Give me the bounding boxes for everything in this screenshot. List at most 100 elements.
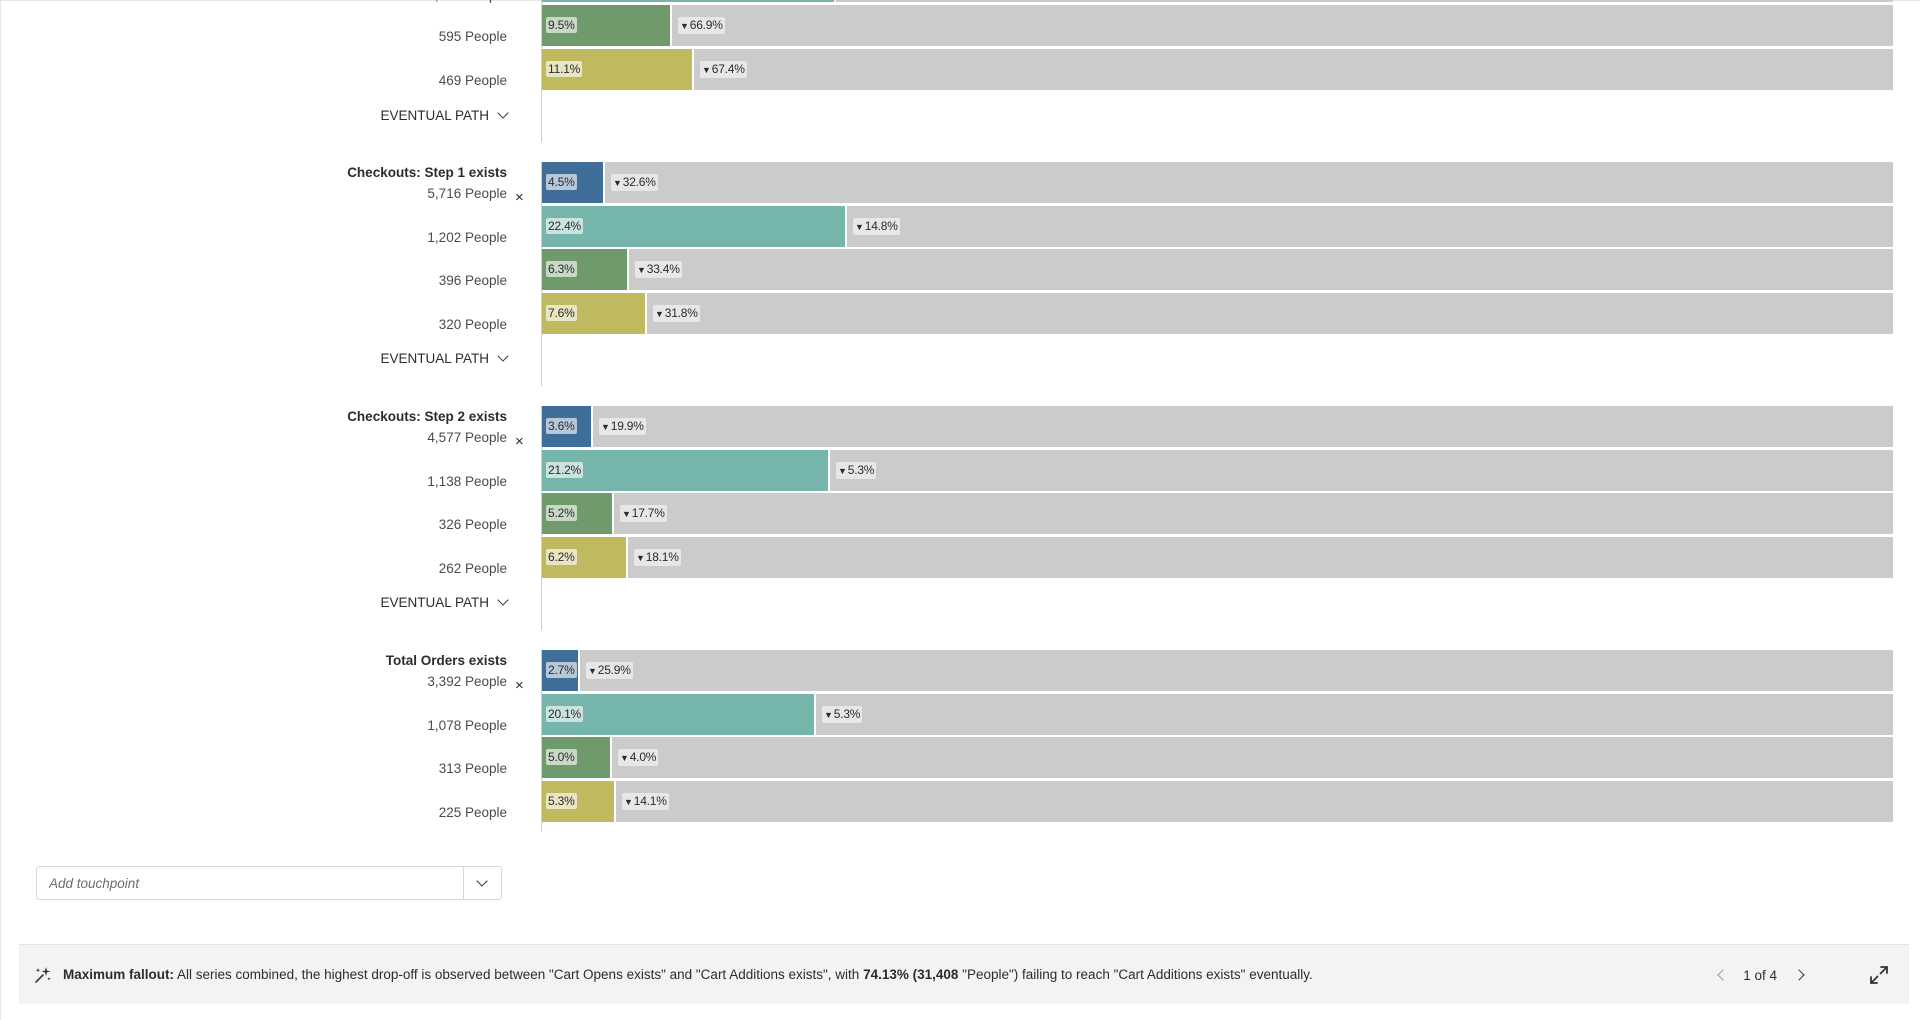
people-count-label: 225 People — [438, 804, 507, 820]
partial-bar-remainder — [836, 0, 1893, 2]
fallout-bar-track: 11.1% ▼67.4% — [542, 48, 1893, 90]
chevron-down-icon — [497, 107, 509, 119]
axis-line — [541, 650, 542, 832]
insight-bar: Maximum fallout: All series combined, th… — [19, 944, 1909, 1004]
touchpoint-title: Total Orders exists — [385, 653, 507, 668]
next-insight-button[interactable] — [1791, 965, 1811, 985]
bar-separator — [591, 406, 593, 447]
touchpoint-title: Checkouts: Step 1 exists — [347, 165, 507, 180]
drop-triangle-icon: ▼ — [824, 709, 833, 720]
add-touchpoint-input[interactable] — [37, 867, 465, 899]
fallout-bar[interactable]: 11.1% — [542, 48, 692, 90]
fallout-bar-track: 7.6% ▼31.8% — [542, 292, 1893, 334]
dropoff-label: ▼14.8% — [853, 217, 900, 235]
drop-triangle-icon: ▼ — [702, 64, 711, 75]
fallout-chart: 4,704 People9.5%▼66.9%595 People11.1%▼67… — [1, 0, 1920, 840]
fallout-bar-track: 2.7% ▼25.9% — [542, 650, 1893, 691]
partial-bar-fill — [542, 0, 834, 2]
fallout-bar[interactable]: 9.5% — [542, 5, 670, 46]
bar-separator — [614, 780, 616, 822]
drop-triangle-icon: ▼ — [680, 21, 689, 31]
bar-separator — [845, 205, 847, 247]
insight-text-part-1: All series combined, the highest drop-of… — [177, 967, 860, 982]
drop-triangle-icon: ▼ — [613, 178, 622, 188]
bar-separator — [670, 5, 672, 46]
expand-icon[interactable] — [1867, 963, 1891, 987]
fallout-bar-track: 9.5% ▼66.9% — [542, 5, 1893, 46]
bar-percent-label: 5.3% — [546, 792, 577, 809]
bar-separator — [692, 48, 694, 90]
dropoff-label: ▼18.1% — [634, 548, 681, 566]
eventual-path-toggle[interactable]: EVENTUAL PATH — [47, 107, 509, 123]
fallout-bar-track: 3.6% ▼19.9% — [542, 406, 1893, 447]
dropoff-label: ▼14.1% — [622, 792, 669, 810]
remove-touchpoint-button[interactable]: × — [515, 189, 524, 206]
remove-touchpoint-button[interactable]: × — [515, 433, 524, 450]
bar-percent-label: 4.5% — [546, 174, 577, 190]
fallout-bar-track: 22.4% ▼14.8% — [542, 205, 1893, 247]
drop-triangle-icon: ▼ — [655, 308, 664, 319]
dropoff-label: ▼25.9% — [586, 662, 633, 679]
dropoff-value: 18.1% — [645, 549, 679, 564]
fallout-bar[interactable]: 7.6% — [542, 292, 645, 334]
eventual-path-label: EVENTUAL PATH — [380, 108, 489, 123]
eventual-path-toggle[interactable]: EVENTUAL PATH — [47, 594, 509, 610]
dropoff-label: ▼66.9% — [678, 17, 725, 34]
fallout-bar[interactable]: 6.2% — [542, 536, 626, 578]
touchpoint-people-total: 4,577 People — [427, 430, 507, 445]
bar-percent-label: 21.2% — [546, 461, 584, 478]
bar-percent-label: 22.4% — [546, 217, 584, 234]
insight-text: Maximum fallout: All series combined, th… — [63, 967, 1313, 982]
add-touchpoint-dropdown-button[interactable] — [463, 867, 501, 899]
pager-label: 1 of 4 — [1743, 967, 1777, 983]
previous-insight-button[interactable] — [1711, 965, 1731, 985]
fallout-bar[interactable]: 6.3% — [542, 249, 627, 290]
axis-line — [541, 0, 542, 142]
fallout-bar[interactable]: 2.7% — [542, 650, 578, 691]
dropoff-value: 4.0% — [629, 750, 657, 764]
people-count-label: 320 People — [438, 316, 507, 332]
people-count-label: 469 People — [438, 72, 507, 88]
eventual-path-toggle[interactable]: EVENTUAL PATH — [47, 350, 509, 366]
bar-percent-label: 6.3% — [546, 261, 577, 277]
bar-separator — [627, 249, 629, 290]
bar-percent-label: 3.6% — [546, 418, 577, 434]
fallout-bar[interactable]: 3.6% — [542, 406, 591, 447]
dropoff-value: 5.3% — [847, 462, 875, 477]
fallout-bar[interactable]: 21.2% — [542, 449, 828, 491]
fallout-bar-track: 5.2% ▼17.7% — [542, 493, 1893, 534]
add-touchpoint-combobox[interactable] — [36, 866, 502, 900]
fallout-bar[interactable]: 5.0% — [542, 737, 610, 778]
fallout-bar-track: 20.1% ▼5.3% — [542, 693, 1893, 735]
dropoff-label: ▼31.8% — [653, 304, 700, 322]
fallout-bar-track: 6.3% ▼33.4% — [542, 249, 1893, 290]
dropoff-value: 5.3% — [833, 706, 861, 721]
fallout-bar[interactable]: 22.4% — [542, 205, 845, 247]
fallout-bar[interactable]: 4.5% — [542, 162, 603, 203]
bar-separator — [612, 493, 614, 534]
dropoff-value: 67.4% — [711, 61, 745, 76]
people-count-label: 4,704 People — [47, 0, 507, 3]
chevron-down-icon — [476, 875, 488, 887]
remove-touchpoint-button[interactable]: × — [515, 677, 524, 694]
bar-percent-label: 5.0% — [546, 749, 577, 765]
drop-triangle-icon: ▼ — [622, 509, 631, 519]
axis-line — [541, 406, 542, 630]
bar-separator — [645, 292, 647, 334]
drop-triangle-icon: ▼ — [624, 796, 633, 807]
fallout-bar-track: 21.2% ▼5.3% — [542, 449, 1893, 491]
fallout-bar[interactable]: 5.2% — [542, 493, 612, 534]
insight-highlight: 74.13% (31,408 — [863, 967, 959, 982]
eventual-path-label: EVENTUAL PATH — [380, 595, 489, 610]
people-count-label: 326 People — [438, 517, 507, 532]
dropoff-label: ▼32.6% — [611, 174, 658, 191]
drop-triangle-icon: ▼ — [588, 666, 597, 676]
fallout-bar[interactable]: 5.3% — [542, 780, 614, 822]
bar-percent-label: 11.1% — [546, 60, 583, 77]
dropoff-value: 14.8% — [864, 218, 898, 233]
fallout-bar[interactable]: 20.1% — [542, 693, 814, 735]
fallout-bar-track: 6.2% ▼18.1% — [542, 536, 1893, 578]
chevron-right-icon — [1793, 969, 1805, 981]
insight-pager: 1 of 4 — [1711, 965, 1811, 985]
